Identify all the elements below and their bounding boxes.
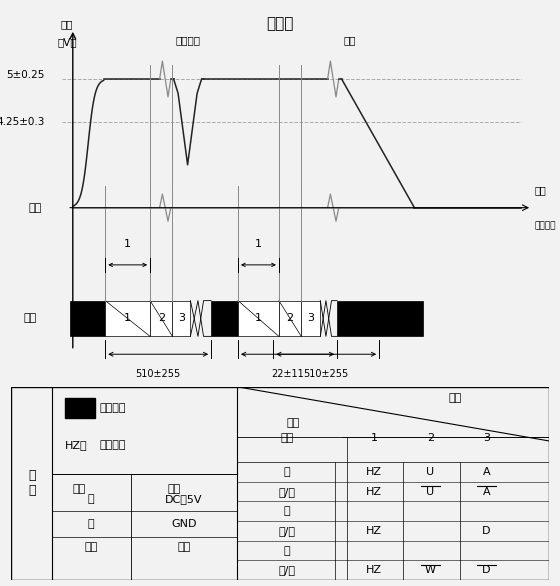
Text: 4.25±0.3: 4.25±0.3 bbox=[0, 117, 45, 127]
Bar bbox=[301, 301, 320, 336]
Bar bbox=[70, 301, 105, 336]
Text: 2: 2 bbox=[158, 314, 165, 323]
Text: 1: 1 bbox=[371, 433, 377, 443]
Text: 颜色: 颜色 bbox=[72, 484, 86, 494]
Text: 蓝: 蓝 bbox=[283, 467, 290, 477]
Text: 绿/黑: 绿/黑 bbox=[278, 526, 295, 536]
Text: 1: 1 bbox=[124, 239, 131, 249]
Text: 5±0.25: 5±0.25 bbox=[6, 70, 45, 80]
Bar bbox=[65, 398, 95, 418]
Text: 3: 3 bbox=[307, 314, 314, 323]
Text: 3: 3 bbox=[178, 314, 185, 323]
Text: D: D bbox=[482, 526, 491, 536]
Text: 电压: 电压 bbox=[61, 19, 73, 29]
Text: HZ: HZ bbox=[366, 486, 382, 497]
Text: （V）: （V） bbox=[57, 37, 77, 47]
Text: 颜色: 颜色 bbox=[280, 433, 293, 443]
Text: 紫/黑: 紫/黑 bbox=[278, 565, 295, 575]
Text: 无效区域: 无效区域 bbox=[100, 403, 127, 413]
Text: 紫: 紫 bbox=[283, 546, 290, 556]
Text: 高阻输出: 高阻输出 bbox=[100, 440, 127, 450]
Text: 1: 1 bbox=[124, 314, 131, 323]
Text: A: A bbox=[483, 467, 490, 477]
Text: （毫秒）: （毫秒） bbox=[535, 221, 556, 230]
Bar bbox=[211, 301, 238, 336]
Text: 断电: 断电 bbox=[344, 35, 356, 45]
Text: 蓝/黑: 蓝/黑 bbox=[278, 486, 295, 497]
Text: 510±255: 510±255 bbox=[136, 369, 181, 379]
Text: HZ：: HZ： bbox=[65, 440, 87, 450]
Text: 上电: 上电 bbox=[29, 203, 42, 213]
Text: 接
口: 接 口 bbox=[28, 469, 35, 498]
Text: HZ: HZ bbox=[366, 467, 382, 477]
Text: HZ: HZ bbox=[366, 526, 382, 536]
Text: DC＋5V: DC＋5V bbox=[165, 494, 203, 504]
Bar bbox=[279, 301, 301, 336]
Text: W: W bbox=[425, 565, 436, 575]
Text: 绿: 绿 bbox=[283, 506, 290, 516]
Bar bbox=[172, 301, 190, 336]
Text: 时间: 时间 bbox=[535, 185, 547, 195]
Text: A: A bbox=[483, 486, 490, 497]
Text: 1: 1 bbox=[255, 239, 262, 249]
Text: 22±11: 22±11 bbox=[271, 369, 304, 379]
Text: 屏蔽: 屏蔽 bbox=[178, 542, 190, 552]
Bar bbox=[150, 301, 172, 336]
Text: GND: GND bbox=[171, 519, 197, 529]
Text: 功能: 功能 bbox=[287, 418, 300, 428]
Text: 功能: 功能 bbox=[167, 484, 180, 494]
Text: 红: 红 bbox=[88, 494, 95, 504]
Text: 模式: 模式 bbox=[23, 314, 36, 323]
Text: 2: 2 bbox=[427, 433, 434, 443]
Text: 510±255: 510±255 bbox=[304, 369, 349, 379]
Text: 屏蔽: 屏蔽 bbox=[85, 542, 98, 552]
Text: 3: 3 bbox=[483, 433, 490, 443]
Text: 2: 2 bbox=[287, 314, 293, 323]
Text: HZ: HZ bbox=[366, 565, 382, 575]
Bar bbox=[337, 301, 423, 336]
Bar bbox=[238, 301, 279, 336]
Text: 1: 1 bbox=[255, 314, 262, 323]
Bar bbox=[105, 301, 150, 336]
Text: U: U bbox=[426, 486, 435, 497]
Text: 瞬间断电: 瞬间断电 bbox=[175, 35, 200, 45]
Text: 时序图: 时序图 bbox=[267, 16, 293, 32]
Text: D: D bbox=[482, 565, 491, 575]
Text: 模式: 模式 bbox=[449, 393, 462, 403]
Text: 黑: 黑 bbox=[88, 519, 95, 529]
Text: U: U bbox=[426, 467, 435, 477]
